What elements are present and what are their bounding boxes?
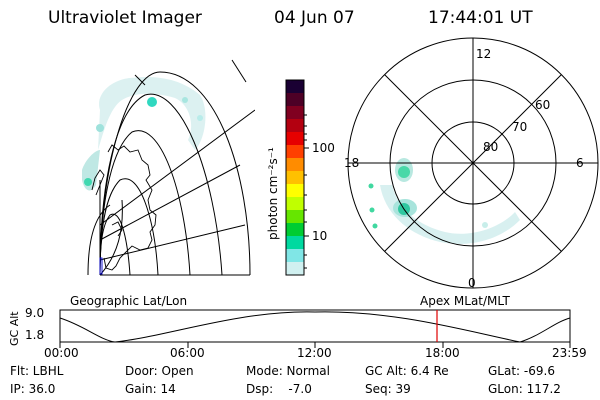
colorbar-segment [286,132,304,146]
altitude-ylabel: GC Alt [8,311,21,346]
colorbar-segment [286,119,304,133]
polar-auroral-emission [368,158,520,244]
time-tick-1800: 18:00 [425,346,460,360]
lat-label-60: 60 [535,98,551,112]
info-glat: GLat: -69.6 [488,364,555,378]
mlt-label-6: 6 [576,156,584,170]
lat-label-70: 70 [512,120,528,134]
colorbar-segment [286,106,304,120]
geo-coastline [91,144,157,275]
colorbar-unit-label: photon cm⁻²s⁻¹ [266,147,280,240]
colorbar-ticks [304,114,309,269]
info-flt: Flt: LBHL [10,364,64,378]
time-tick-1200: 12:00 [297,346,332,360]
info-ip: IP: 36.0 [10,382,56,396]
colorbar-segment [286,80,304,94]
colorbar-segment [286,236,304,250]
info-dsp: Dsp: -7.0 [246,382,312,396]
mlt-label-12: 12 [476,47,492,61]
altitude-strip [59,309,571,348]
time-tick-0600: 06:00 [170,346,205,360]
geo-panel-label: Geographic Lat/Lon [70,294,188,308]
time-label: 17:44:01 UT [428,8,533,28]
info-glon: GLon: 117.2 [488,382,561,396]
time-tick-0000: 00:00 [44,346,79,360]
colorbar-segment [286,262,304,276]
colorbar-segment [286,249,304,263]
polar-panel-label: Apex MLat/MLT [420,294,510,308]
colorbar-segment [286,145,304,159]
mlt-label-0: 0 [468,276,476,290]
info-gcalt: GC Alt: 6.4 Re [365,364,449,378]
colorbar-segment [286,223,304,237]
lat-label-80: 80 [483,140,499,154]
altitude-tick-9: 9.0 [25,306,45,320]
mlt-label-18: 18 [344,156,360,170]
geographic-map [82,59,255,276]
info-seq: Seq: 39 [365,382,411,396]
colorbar-frame [285,79,305,276]
altitude-tick-1-8: 1.8 [25,328,45,342]
colorbar-segment [286,210,304,224]
colorbar-tick-10: 10 [312,229,328,243]
colorbar-segment [286,171,304,185]
color-scale-bar [285,79,305,276]
app-title: Ultraviolet Imager [48,8,202,28]
info-gain: Gain: 14 [125,382,176,396]
geo-auroral-emission [82,76,206,191]
info-door: Door: Open [125,364,194,378]
colorbar-segment [286,93,304,107]
time-tick-2359: 23:59 [552,346,587,360]
date-label: 04 Jun 07 [274,8,355,28]
colorbar-segment [286,197,304,211]
polar-plot [347,37,599,289]
colorbar-segment [286,184,304,198]
colorbar-tick-100: 100 [312,141,335,155]
info-mode: Mode: Normal [246,364,330,378]
colorbar-segment [286,158,304,172]
